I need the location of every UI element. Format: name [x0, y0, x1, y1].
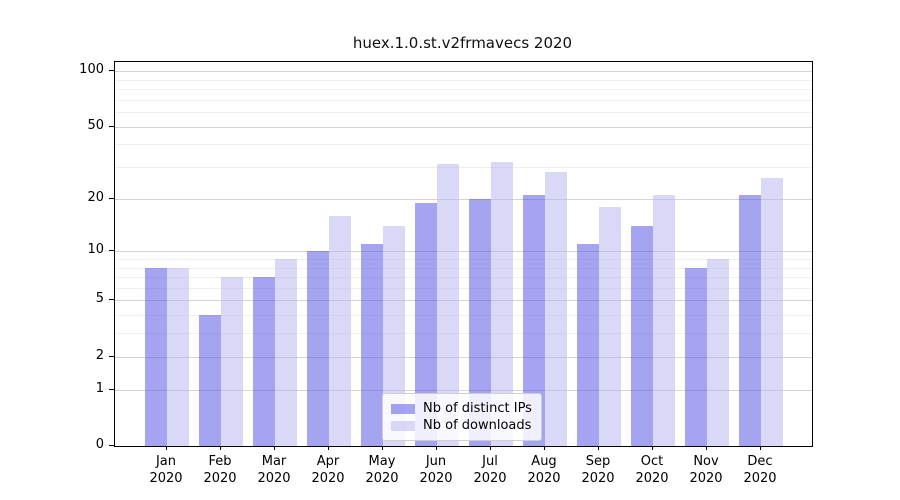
y-tick-label-1: 1: [95, 380, 104, 396]
bar-downloads-jul: [491, 161, 513, 446]
legend-label-downloads: Nb of downloads: [423, 418, 532, 433]
y-tick-mark-5: [109, 299, 114, 301]
bar-downloads-dec: [761, 178, 783, 446]
bar-ips-aug: [523, 194, 545, 446]
y-tick-mark-10: [109, 250, 114, 252]
bar-ips-mar: [253, 277, 275, 446]
bar-ips-nov: [685, 267, 707, 446]
legend-label-distinct-ips: Nb of distinct IPs: [423, 401, 532, 416]
y-tick-mark-2: [109, 355, 114, 357]
legend-row-downloads: Nb of downloads: [391, 417, 531, 434]
gridline-major-2: [115, 356, 812, 358]
gridline-minor-9: [115, 258, 812, 260]
x-tick-mark-jan: [166, 446, 167, 450]
bar-downloads-feb: [221, 277, 243, 446]
x-tick-label-feb: Feb 2020: [203, 454, 237, 486]
x-tick-label-jul: Jul 2020: [473, 454, 507, 486]
x-tick-mark-jul: [490, 446, 491, 450]
plot-area: Nb of distinct IPs Nb of downloads: [114, 61, 813, 447]
x-tick-mark-sep: [598, 446, 599, 450]
x-tick-label-oct: Oct 2020: [635, 454, 669, 486]
bar-ips-sep: [577, 244, 599, 446]
y-tick-label-20: 20: [87, 189, 104, 205]
gridline-major-100: [115, 71, 812, 72]
bar-ips-apr: [307, 251, 329, 446]
y-tick-label-2: 2: [95, 347, 104, 363]
bar-downloads-aug: [545, 172, 567, 446]
x-tick-label-apr: Apr 2020: [311, 454, 345, 486]
y-tick-mark-1: [109, 388, 114, 390]
gridline-minor-80: [115, 88, 812, 90]
gridline-minor-90: [115, 79, 812, 81]
legend-swatch-distinct-ips: [391, 403, 415, 414]
bar-ips-jan: [145, 267, 167, 446]
bar-downloads-jun: [437, 164, 459, 446]
bar-downloads-jan: [167, 267, 189, 446]
x-tick-label-dec: Dec 2020: [743, 454, 777, 486]
bar-downloads-oct: [653, 194, 675, 446]
x-tick-label-jan: Jan 2020: [149, 454, 183, 486]
gridline-major-20: [115, 198, 812, 200]
gridline-minor-40: [115, 144, 812, 146]
legend-row-distinct-ips: Nb of distinct IPs: [391, 400, 532, 417]
x-tick-mark-nov: [706, 446, 707, 450]
x-tick-label-may: May 2020: [365, 454, 399, 486]
bar-downloads-mar: [275, 258, 297, 446]
bar-ips-dec: [739, 194, 761, 446]
y-tick-mark-100: [109, 70, 114, 71]
bar-downloads-may: [383, 226, 405, 446]
bar-ips-jun: [415, 202, 437, 446]
bar-ips-oct: [631, 226, 653, 446]
x-tick-mark-apr: [328, 446, 329, 450]
x-tick-mark-dec: [760, 446, 761, 450]
x-tick-label-nov: Nov 2020: [689, 454, 723, 486]
gridline-minor-6: [115, 287, 812, 289]
gridline-minor-8: [115, 267, 812, 269]
y-tick-mark-50: [109, 125, 114, 127]
x-tick-mark-mar: [274, 446, 275, 450]
y-tick-label-50: 50: [87, 117, 104, 133]
bar-ips-feb: [199, 315, 221, 446]
bar-downloads-nov: [707, 258, 729, 446]
gridline-major-50: [115, 126, 812, 128]
x-tick-mark-feb: [220, 446, 221, 450]
x-tick-label-jun: Jun 2020: [419, 454, 453, 486]
gridline-minor-4: [115, 315, 812, 317]
gridline-minor-30: [115, 167, 812, 168]
gridline-major-10: [115, 251, 812, 253]
x-tick-label-mar: Mar 2020: [257, 454, 291, 486]
bar-ips-may: [361, 244, 383, 446]
x-tick-mark-aug: [544, 446, 545, 450]
gridline-major-5: [115, 300, 812, 302]
x-tick-mark-oct: [652, 446, 653, 450]
y-tick-mark-0: [109, 445, 114, 446]
gridline-major-1: [115, 389, 812, 391]
legend-swatch-downloads: [391, 420, 415, 431]
x-tick-mark-may: [382, 446, 383, 450]
y-tick-label-100: 100: [79, 62, 104, 77]
gridline-minor-7: [115, 277, 812, 278]
x-tick-mark-jun: [436, 446, 437, 450]
y-tick-label-0: 0: [95, 437, 104, 452]
chart-title: huex.1.0.st.v2frmavecs 2020: [352, 34, 573, 52]
bar-downloads-apr: [329, 215, 351, 446]
y-tick-label-10: 10: [87, 242, 104, 258]
bar-downloads-sep: [599, 206, 621, 446]
y-tick-label-5: 5: [95, 291, 104, 307]
gridline-minor-3: [115, 333, 812, 335]
bar-ips-jul: [469, 198, 491, 446]
gridline-minor-70: [115, 99, 812, 101]
gridline-minor-60: [115, 112, 812, 113]
x-tick-label-sep: Sep 2020: [581, 454, 615, 486]
legend: Nb of distinct IPs Nb of downloads: [382, 393, 542, 441]
y-tick-mark-20: [109, 197, 114, 199]
x-tick-label-aug: Aug 2020: [527, 454, 561, 486]
